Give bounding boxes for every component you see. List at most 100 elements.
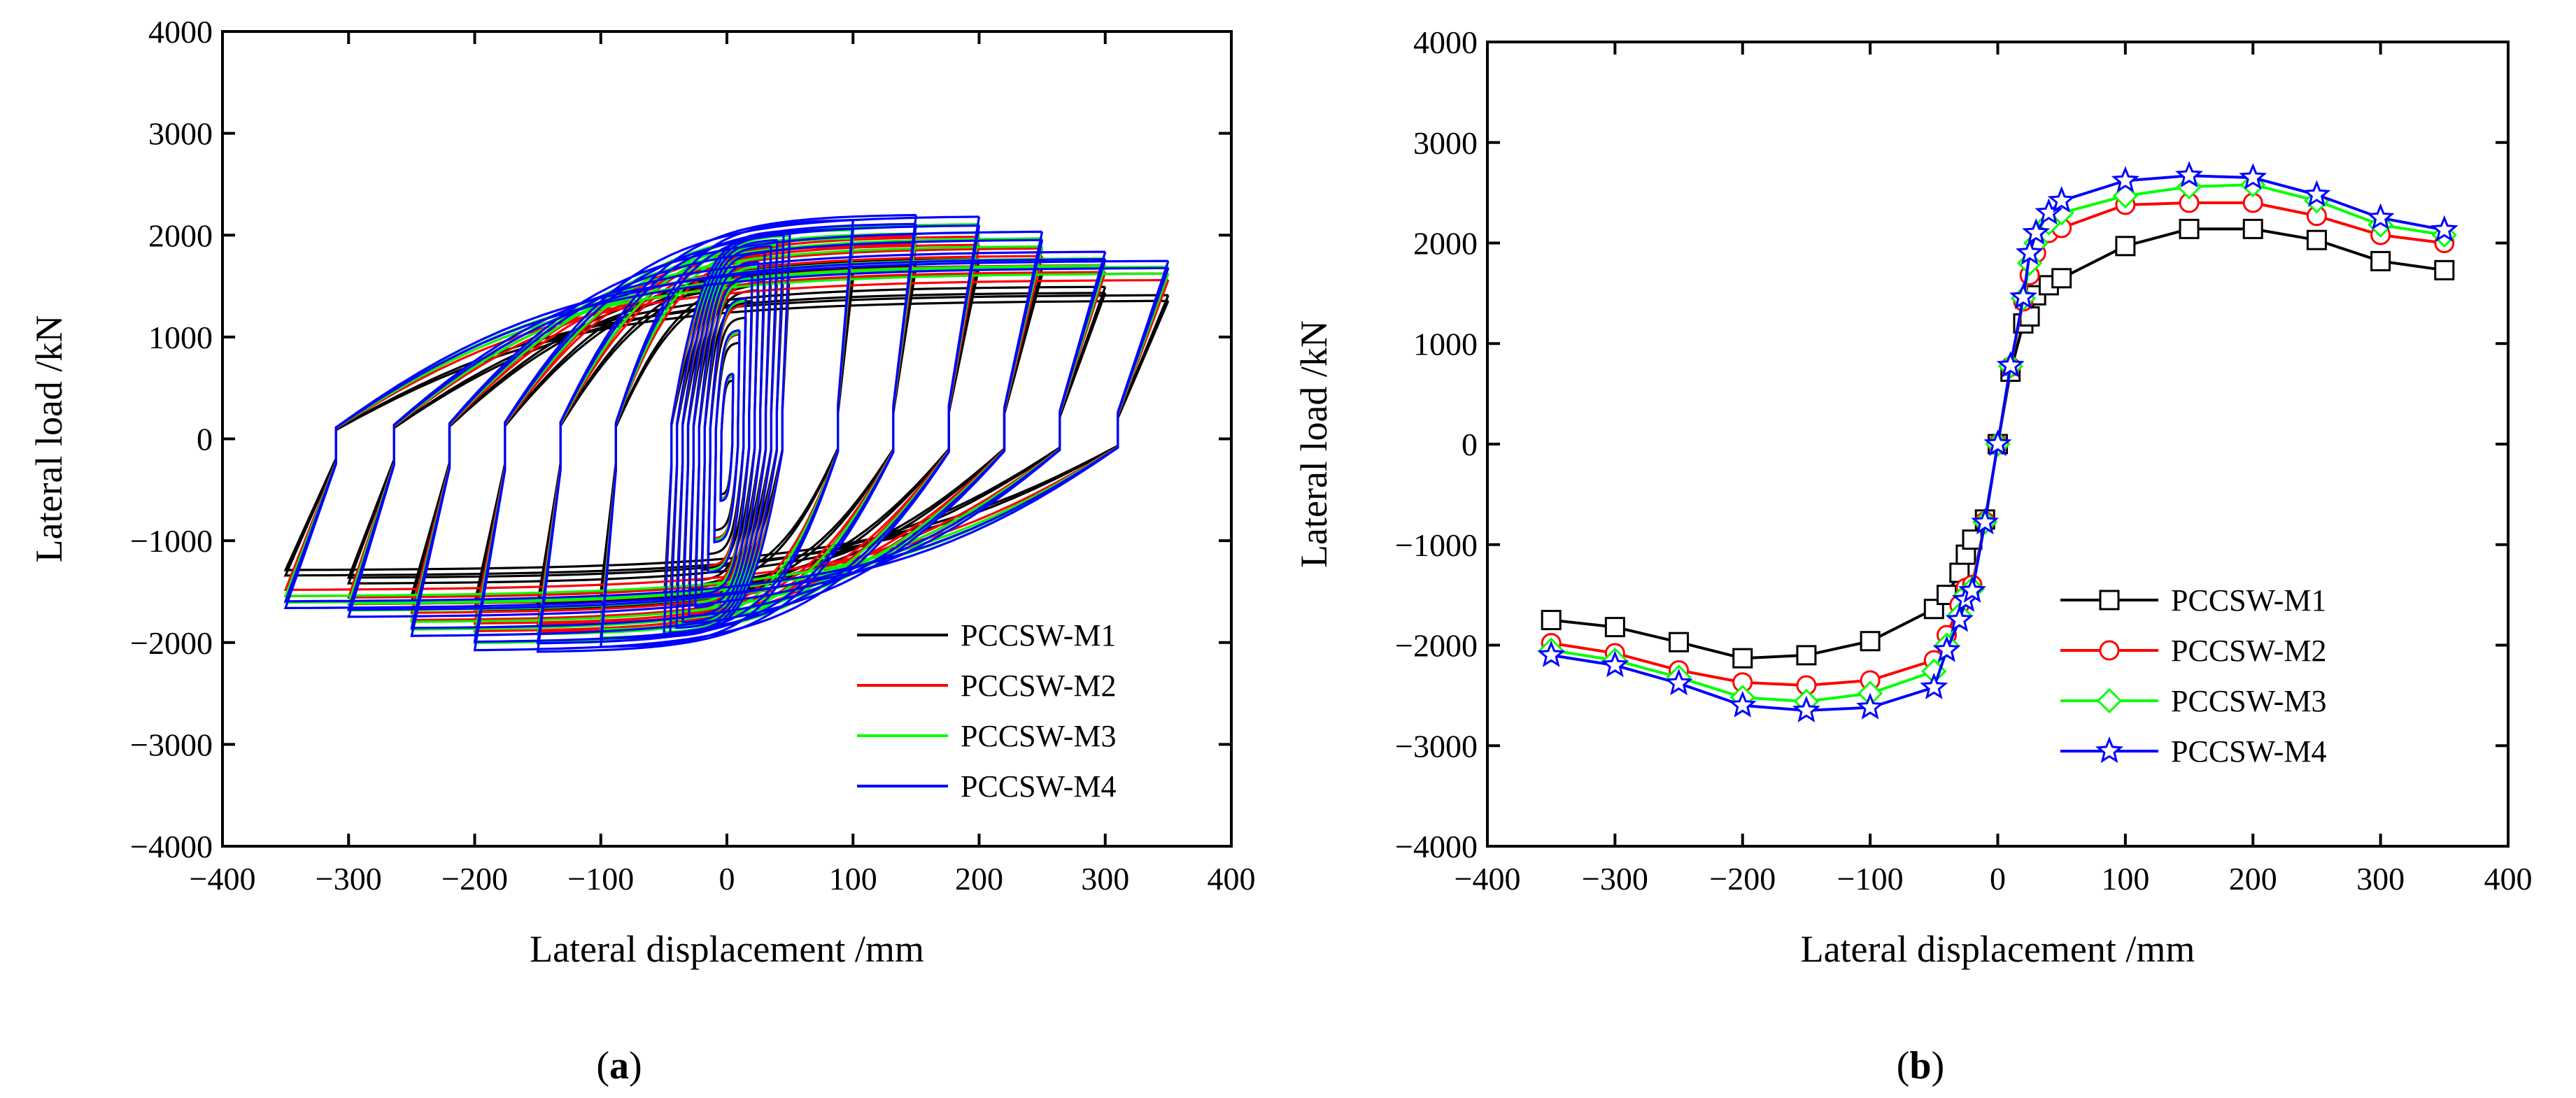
data-point-square-marker: [1860, 631, 1881, 652]
hysteresis-loop: [719, 372, 735, 503]
legend-item-pccsw-m3: PCCSW-M3: [2060, 684, 2327, 718]
data-point-star-marker: [2175, 161, 2203, 188]
data-point-circle-marker: [2099, 640, 2120, 661]
hysteresis-loop: [536, 222, 917, 645]
data-point-star-marker: [1945, 605, 1974, 632]
data-point-star-marker: [2009, 283, 2037, 310]
hysteresis-loop: [283, 272, 1170, 597]
data-point-square-marker: [2370, 250, 2391, 271]
hysteresis-loop: [536, 213, 917, 653]
data-point-square-marker: [2115, 236, 2136, 257]
y-tick-label: 3000: [1413, 125, 1478, 161]
hysteresis-loop: [347, 258, 1107, 611]
x-tick-label: −200: [441, 861, 508, 897]
legend-item-pccsw-m4: PCCSW-M4: [2060, 734, 2327, 769]
data-point-star-marker: [1983, 429, 2012, 457]
data-point-star-marker: [1971, 508, 2000, 535]
data-point-square-marker: [2179, 218, 2200, 239]
legend-item-pccsw-m1: PCCSW-M1: [857, 618, 1117, 653]
data-point-square-marker: [1604, 617, 1625, 638]
data-point-star-marker: [1664, 669, 1693, 696]
legend-label: PCCSW-M3: [961, 719, 1117, 753]
panel-b-legend: PCCSW-M1 PCCSW-M2 PCCSW-M3 PCCSW-M4: [2060, 583, 2327, 769]
x-tick-label: −300: [316, 861, 382, 897]
panel-a-label: (a): [596, 1044, 642, 1088]
data-point-star-marker: [1996, 350, 2025, 378]
data-point-square-marker: [1541, 610, 1562, 631]
panel-a-x-axis-title: Lateral displacement /mm: [530, 928, 924, 970]
panel-a-plot-area: [283, 213, 1170, 653]
data-point-star-marker: [1792, 695, 1820, 722]
hysteresis-loop: [346, 292, 1107, 579]
legend-item-pccsw-m2: PCCSW-M2: [857, 669, 1117, 703]
data-point-star-marker: [1728, 690, 1757, 718]
y-tick-label: −1000: [130, 523, 213, 559]
data-point-star-marker: [2239, 163, 2267, 190]
data-point-star-marker: [2430, 215, 2458, 242]
y-tick-label: −3000: [130, 727, 213, 762]
legend-item-pccsw-m1: PCCSW-M1: [2060, 583, 2327, 618]
data-point-square-marker: [2051, 268, 2072, 289]
data-point-star-marker: [1601, 650, 1629, 678]
data-point-square-marker: [2099, 590, 2120, 611]
panel-a-legend: PCCSW-M1 PCCSW-M2 PCCSW-M3 PCCSW-M4: [857, 618, 1117, 804]
data-point-star-marker: [2302, 180, 2331, 207]
y-tick-label: −2000: [1395, 628, 1478, 664]
hysteresis-loop: [347, 285, 1107, 585]
y-tick-label: 0: [197, 422, 213, 457]
x-tick-label: 300: [1081, 861, 1129, 897]
legend-label: PCCSW-M1: [961, 618, 1117, 653]
x-tick-label: −100: [567, 861, 634, 897]
x-tick-label: 200: [2229, 861, 2277, 897]
y-tick-label: 1000: [148, 320, 213, 355]
hysteresis-loop: [410, 230, 1044, 637]
x-tick-label: −200: [1709, 861, 1776, 897]
data-point-square-marker: [1796, 645, 1817, 666]
data-point-star-marker: [2111, 166, 2139, 193]
y-tick-label: 1000: [1413, 326, 1478, 362]
hysteresis-loop: [347, 250, 1107, 618]
hysteresis-series-pccsw-m4: [283, 213, 1170, 653]
data-point-square-marker: [2434, 259, 2455, 280]
skeleton-series-pccsw-m4: [1537, 161, 2458, 722]
hysteresis-loop: [473, 215, 981, 652]
data-point-square-marker: [1669, 632, 1690, 653]
data-point-star-marker: [1920, 672, 1948, 699]
x-tick-label: −400: [190, 861, 256, 897]
panel-a-axes: −400 −300 −200 −100 0 100 200 300 400−4000−3000−…: [130, 14, 1255, 897]
x-tick-label: −100: [1837, 861, 1904, 897]
x-tick-label: 400: [1208, 861, 1256, 897]
data-point-star-marker: [1537, 640, 1566, 667]
legend-label: PCCSW-M4: [961, 769, 1117, 804]
panel-b-skeleton-chart: −400 −300 −200 −100 0 100 200 300 400−4000−3000−…: [1293, 24, 2533, 1088]
x-tick-label: 100: [2101, 861, 2149, 897]
legend-label: PCCSW-M1: [2171, 583, 2327, 618]
data-point-star-marker: [2047, 186, 2076, 213]
hysteresis-loop: [347, 271, 1107, 599]
panel-a-hysteresis-chart: −400 −300 −200 −100 0 100 200 300 400−4000−3000−…: [28, 14, 1256, 1088]
data-point-star-marker: [2366, 203, 2395, 230]
y-tick-label: −2000: [130, 625, 213, 661]
data-point-square-marker: [2306, 229, 2327, 250]
panel-b-axes: −400 −300 −200 −100 0 100 200 300 400−4000−3000−…: [1395, 24, 2532, 897]
data-point-diamond-marker: [2096, 687, 2123, 714]
data-point-star-marker: [1856, 692, 1885, 720]
panel-b-plot-area: [1537, 161, 2458, 722]
legend-label: PCCSW-M2: [2171, 634, 2327, 668]
data-point-square-marker: [1923, 599, 1944, 620]
data-point-star-marker: [2016, 238, 2044, 265]
x-tick-label: 100: [829, 861, 877, 897]
y-tick-label: 2000: [1413, 226, 1478, 262]
y-tick-label: 0: [1462, 427, 1478, 462]
hysteresis-loop: [410, 238, 1044, 629]
x-tick-label: 300: [2356, 861, 2405, 897]
data-point-star-marker: [1932, 635, 1961, 662]
hysteresis-loop: [681, 245, 772, 624]
y-tick-label: 4000: [148, 14, 213, 50]
y-tick-label: 3000: [148, 116, 213, 152]
x-tick-label: 400: [2484, 861, 2533, 897]
legend-item-pccsw-m3: PCCSW-M3: [857, 719, 1117, 753]
x-tick-label: 0: [719, 861, 735, 897]
legend-label: PCCSW-M2: [961, 669, 1117, 703]
